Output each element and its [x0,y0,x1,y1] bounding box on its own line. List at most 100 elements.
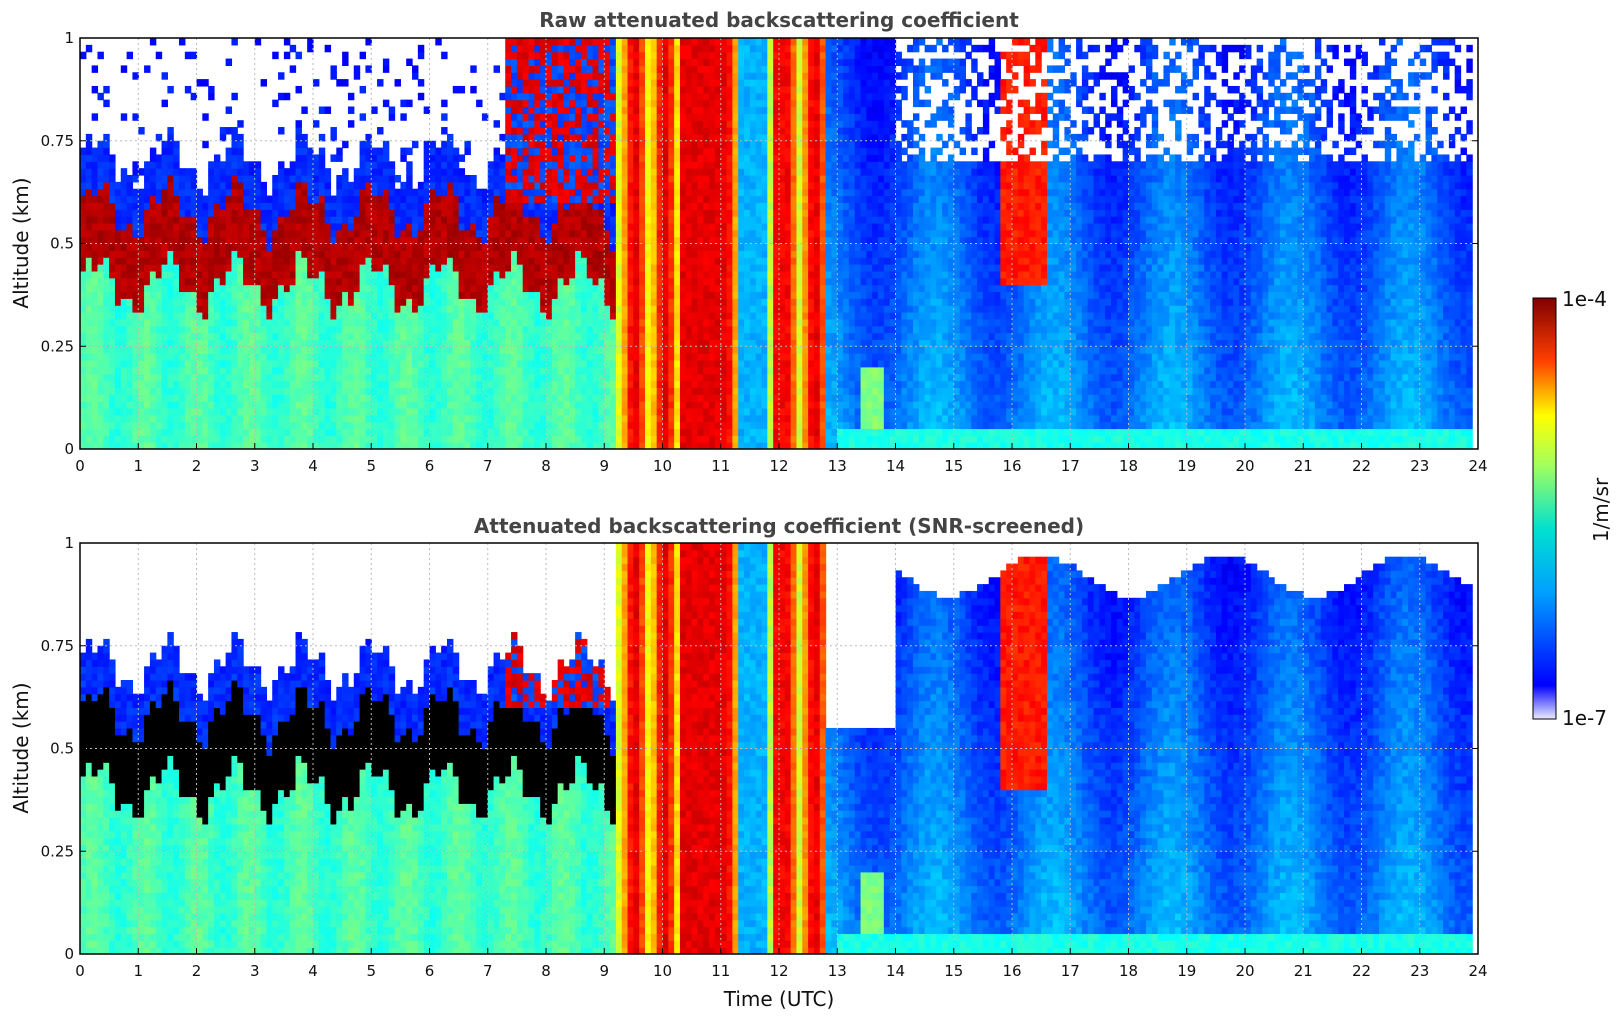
heatmap-cell [307,38,314,46]
heatmap-cell [231,161,238,169]
heatmap-cell [598,428,605,436]
heatmap-cell [103,229,110,238]
heatmap-cell [347,284,355,293]
heatmap-cell [371,188,378,197]
heatmap-cell [330,353,337,361]
heatmap-cell [446,291,454,299]
heatmap-cell [598,291,605,299]
heatmap-cell [120,229,128,238]
heatmap-cell [114,216,122,224]
heatmap-cell [272,243,279,251]
heatmap-cell [505,291,512,299]
heatmap-cell [231,401,238,409]
heatmap-cell [97,366,104,375]
heatmap-cell [511,51,518,60]
heatmap-cell [400,154,407,162]
heatmap-cell [173,318,180,327]
heatmap-cell [522,407,530,416]
heatmap-cell [295,380,302,388]
heatmap-cell [534,442,541,449]
heatmap-cell [476,277,483,286]
heatmap-cell [80,298,87,306]
heatmap-cell [557,284,565,293]
heatmap-cell [196,366,203,375]
heatmap-cell [237,387,244,395]
heatmap-cell [464,291,471,299]
heatmap-cell [522,58,530,66]
heatmap-cell [149,161,157,169]
heatmap-cell [639,435,646,443]
heatmap-cell [662,277,669,286]
heatmap-cell [511,154,518,162]
heatmap-cell [522,250,530,258]
heatmap-cell [353,72,361,80]
heatmap-cell [161,188,168,197]
heatmap-cell [662,243,669,251]
heatmap-cell [470,222,477,231]
heatmap-cell [184,51,192,60]
heatmap-cell [563,113,570,121]
heatmap-cell [470,421,477,430]
heatmap-cell [534,318,541,327]
heatmap-cell [243,284,250,293]
heatmap-cell [458,85,466,94]
heatmap-cell [569,133,576,142]
heatmap-cell [586,195,594,203]
heatmap-cell [481,257,489,265]
heatmap-cell [412,195,419,203]
heatmap-cell [481,250,489,258]
heatmap-cell [534,305,541,313]
heatmap-cell [540,51,547,60]
heatmap-cell [208,222,215,231]
heatmap-cell [516,92,524,101]
heatmap-cell [586,99,594,108]
heatmap-cell [598,373,605,382]
heatmap-cell [633,332,640,340]
heatmap-cell [423,277,431,286]
heatmap-cell [190,380,198,388]
heatmap-cell [318,154,326,162]
heatmap-cell [336,222,343,231]
heatmap-cell [592,44,600,53]
heatmap-cell [97,229,104,238]
heatmap-cell [138,298,145,306]
heatmap-cell [470,209,477,217]
heatmap-cell [546,435,553,443]
heatmap-cell [580,394,588,402]
heatmap-cell [155,161,163,169]
heatmap-cell [382,332,390,340]
heatmap-cell [615,44,623,53]
heatmap-cell [120,181,128,190]
heatmap-cell [464,195,471,203]
heatmap-cell [627,421,634,430]
heatmap-cell [656,353,664,361]
heatmap-cell [318,428,326,436]
heatmap-cell [423,168,431,176]
heatmap-cell [575,264,582,272]
heatmap-cell [132,168,139,176]
heatmap-cell [563,407,570,416]
heatmap-cell [85,387,93,395]
heatmap-cell [446,147,454,156]
heatmap-cell [464,277,471,286]
heatmap-cell [493,298,500,306]
heatmap-cell [446,346,454,354]
heatmap-cell [499,442,506,449]
heatmap-cell [592,373,600,382]
heatmap-cell [645,325,652,334]
heatmap-cell [621,154,629,162]
heatmap-cell [441,195,448,203]
heatmap-cell [196,387,203,395]
heatmap-cell [80,202,87,210]
heatmap-cell [85,175,93,183]
heatmap-cell [522,168,530,176]
heatmap-cell [604,58,611,66]
heatmap-cell [412,65,419,73]
heatmap-cell [662,264,669,272]
heatmap-cell [80,51,87,60]
heatmap-cell [563,346,570,354]
heatmap-cell [441,325,448,334]
heatmap-cell [540,277,547,286]
heatmap-cell [423,243,431,251]
heatmap-cell [546,442,553,449]
